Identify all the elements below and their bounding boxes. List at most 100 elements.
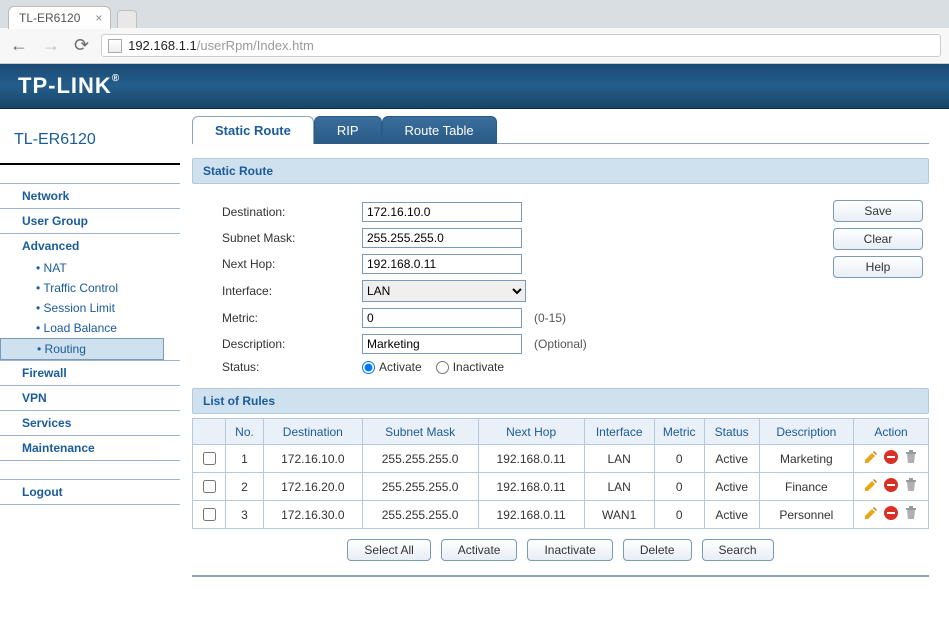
destination-input[interactable] [362, 202, 522, 222]
static-route-form: Destination: Subnet Mask: Next Hop: Inte… [192, 188, 929, 388]
sidebar-item-routing[interactable]: Routing [0, 338, 164, 360]
cell-metric: 0 [654, 473, 704, 501]
new-tab-button[interactable] [117, 10, 137, 28]
sidebar-menu: Network User Group Advanced NAT Traffic … [0, 183, 180, 505]
tab-static-route[interactable]: Static Route [192, 116, 314, 144]
edit-icon[interactable] [863, 505, 879, 524]
status-activate-radio[interactable] [362, 361, 375, 374]
main-content: Static Route RIP Route Table Static Rout… [180, 109, 949, 597]
metric-input[interactable] [362, 308, 522, 328]
disable-icon[interactable] [883, 449, 899, 468]
interface-select[interactable]: LAN [362, 280, 526, 302]
cell-no: 2 [226, 473, 264, 501]
sidebar-item-firewall[interactable]: Firewall [0, 360, 180, 385]
browser-tab[interactable]: TL-ER6120 × [8, 6, 111, 29]
hint-description: (Optional) [534, 337, 587, 351]
table-buttons: Select All Activate Inactivate Delete Se… [192, 539, 929, 561]
cell-subnet-mask: 255.255.255.0 [362, 445, 478, 473]
cell-metric: 0 [654, 501, 704, 529]
cell-subnet-mask: 255.255.255.0 [362, 473, 478, 501]
col-metric: Metric [654, 419, 704, 445]
cell-next-hop: 192.168.0.11 [478, 501, 584, 529]
inactivate-button[interactable]: Inactivate [527, 539, 612, 561]
sidebar-item-advanced[interactable]: Advanced [0, 233, 180, 258]
cell-no: 1 [226, 445, 264, 473]
sidebar-item-logout[interactable]: Logout [0, 480, 180, 504]
status-activate-label: Activate [379, 360, 422, 374]
select-all-button[interactable]: Select All [347, 539, 430, 561]
section-static-route: Static Route [192, 158, 929, 184]
row-checkbox[interactable] [203, 480, 216, 493]
sidebar-item-nat[interactable]: NAT [0, 258, 180, 278]
cell-next-hop: 192.168.0.11 [478, 445, 584, 473]
sidebar-item-traffic[interactable]: Traffic Control [0, 278, 180, 298]
sidebar-item-session[interactable]: Session Limit [0, 298, 180, 318]
delete-icon[interactable] [903, 505, 919, 524]
cell-metric: 0 [654, 445, 704, 473]
sidebar-item-usergroup[interactable]: User Group [0, 208, 180, 233]
cell-subnet-mask: 255.255.255.0 [362, 501, 478, 529]
cell-action [854, 445, 929, 473]
sidebar-item-maintenance[interactable]: Maintenance [0, 435, 180, 461]
sidebar: TL-ER6120 Network User Group Advanced NA… [0, 109, 180, 597]
reload-icon[interactable]: ⟳ [72, 35, 91, 56]
forward-icon[interactable]: → [40, 35, 62, 56]
browser-tab-title: TL-ER6120 [19, 11, 80, 25]
row-checkbox[interactable] [203, 508, 216, 521]
cell-no: 3 [226, 501, 264, 529]
col-status: Status [704, 419, 759, 445]
form-side-buttons: Save Clear Help [833, 196, 923, 380]
cell-interface: LAN [584, 473, 654, 501]
delete-button[interactable]: Delete [623, 539, 692, 561]
edit-icon[interactable] [863, 477, 879, 496]
back-icon[interactable]: ← [8, 35, 30, 56]
label-description: Description: [222, 337, 362, 351]
edit-icon[interactable] [863, 449, 879, 468]
address-bar[interactable]: 192.168.1.1/userRpm/Index.htm [101, 34, 941, 57]
tab-route-table[interactable]: Route Table [382, 116, 497, 144]
table-row: 1172.16.10.0255.255.255.0192.168.0.11LAN… [193, 445, 929, 473]
activate-button[interactable]: Activate [441, 539, 518, 561]
table-row: 2172.16.20.0255.255.255.0192.168.0.11LAN… [193, 473, 929, 501]
description-input[interactable] [362, 334, 522, 354]
brand-text: TP-LINK [18, 73, 112, 98]
col-action: Action [854, 419, 929, 445]
sidebar-item-loadbalance[interactable]: Load Balance [0, 318, 180, 338]
table-row: 3172.16.30.0255.255.255.0192.168.0.11WAN… [193, 501, 929, 529]
browser-chrome: TL-ER6120 × ← → ⟳ 192.168.1.1/userRpm/In… [0, 0, 949, 64]
sidebar-item-vpn[interactable]: VPN [0, 385, 180, 410]
delete-icon[interactable] [903, 477, 919, 496]
next-hop-input[interactable] [362, 254, 522, 274]
brand-banner: TP-LINK® [0, 64, 949, 109]
browser-tabbar: TL-ER6120 × [0, 0, 949, 28]
save-button[interactable]: Save [833, 200, 923, 222]
cell-destination: 172.16.10.0 [264, 445, 363, 473]
cell-status: Active [704, 445, 759, 473]
sidebar-item-network[interactable]: Network [0, 183, 180, 208]
disable-icon[interactable] [883, 477, 899, 496]
section-list-of-rules: List of Rules [192, 388, 929, 414]
page-tabs: Static Route RIP Route Table [192, 115, 929, 143]
clear-button[interactable]: Clear [833, 228, 923, 250]
rules-table: No. Destination Subnet Mask Next Hop Int… [192, 418, 929, 529]
url-path: /userRpm/Index.htm [197, 38, 314, 53]
row-checkbox[interactable] [203, 452, 216, 465]
tab-rip[interactable]: RIP [314, 116, 382, 144]
cell-status: Active [704, 473, 759, 501]
hint-metric: (0-15) [534, 311, 566, 325]
subnet-mask-input[interactable] [362, 228, 522, 248]
disable-icon[interactable] [883, 505, 899, 524]
cell-action [854, 473, 929, 501]
status-inactivate-radio[interactable] [436, 361, 449, 374]
cell-destination: 172.16.30.0 [264, 501, 363, 529]
close-icon[interactable]: × [95, 11, 102, 25]
cell-description: Marketing [759, 445, 853, 473]
delete-icon[interactable] [903, 449, 919, 468]
cell-destination: 172.16.20.0 [264, 473, 363, 501]
sidebar-item-services[interactable]: Services [0, 410, 180, 435]
help-button[interactable]: Help [833, 256, 923, 278]
search-button[interactable]: Search [702, 539, 774, 561]
cell-description: Finance [759, 473, 853, 501]
col-interface: Interface [584, 419, 654, 445]
col-checkbox [193, 419, 226, 445]
